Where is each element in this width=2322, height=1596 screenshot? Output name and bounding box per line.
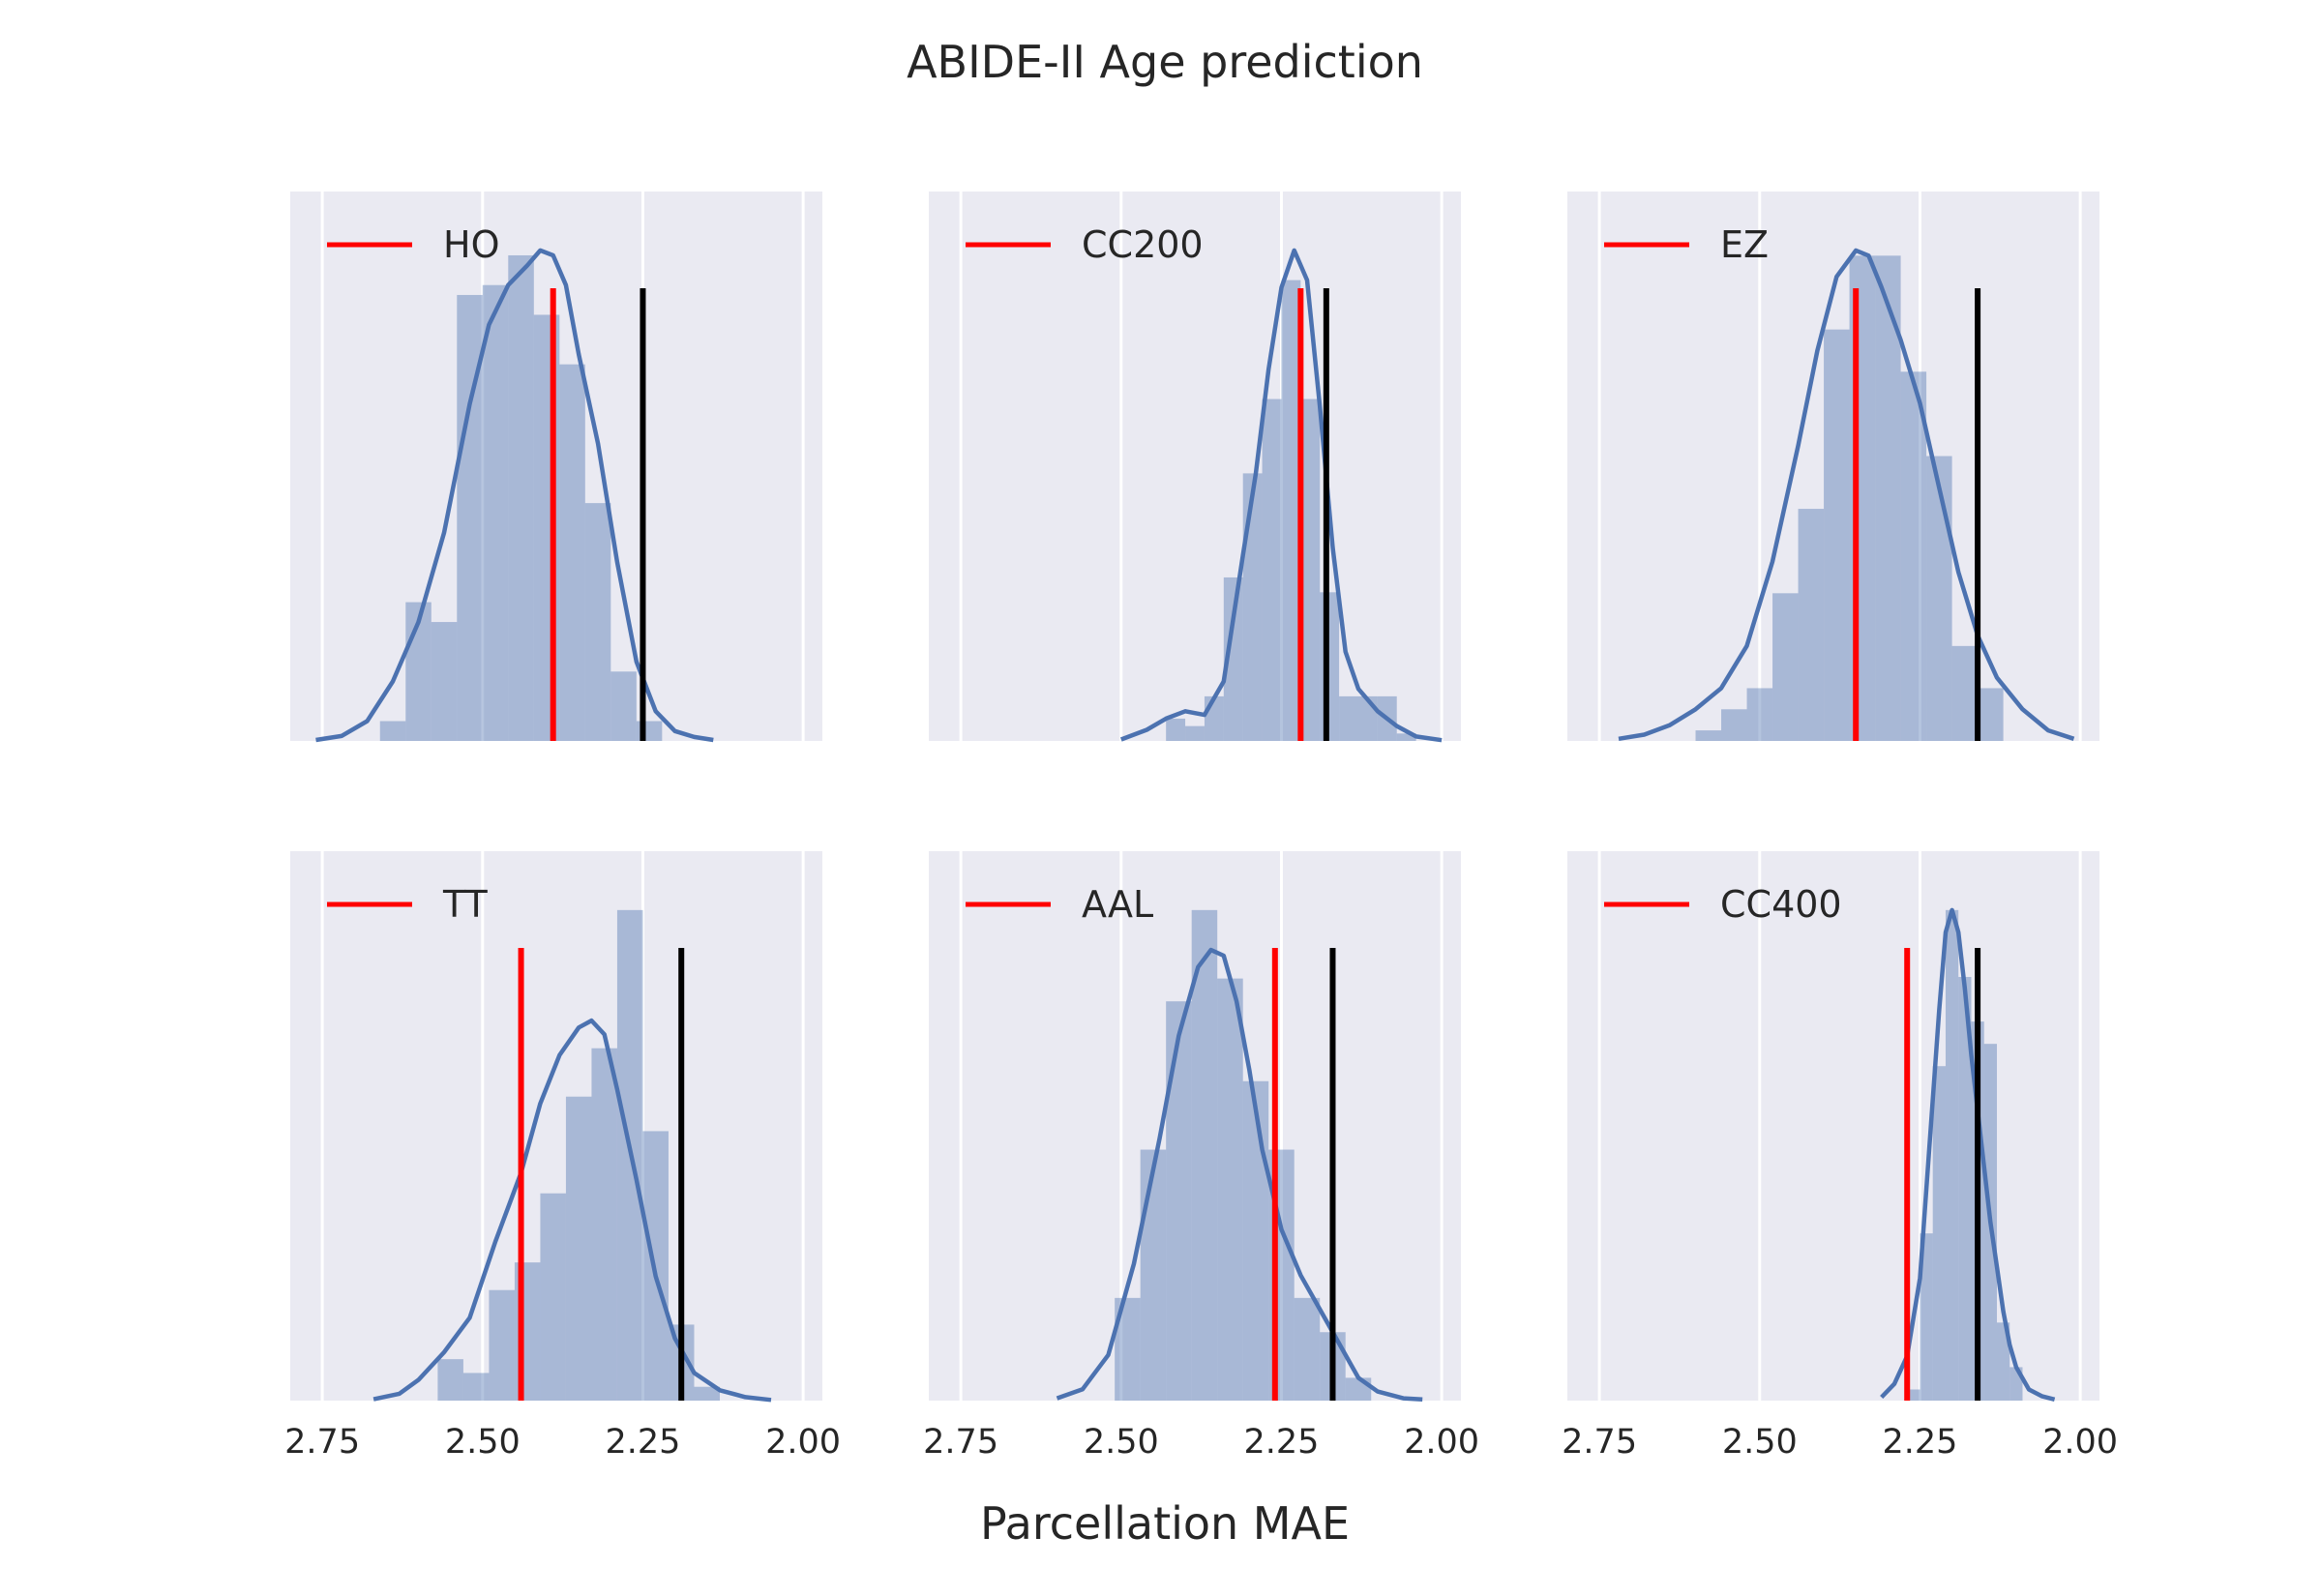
hist-bar: [1191, 909, 1218, 1401]
hist-bar: [1920, 1233, 1933, 1401]
plot-background: [929, 192, 1461, 741]
hist-bar: [1262, 399, 1282, 741]
hist-bar: [1242, 473, 1263, 741]
hist-bar: [584, 503, 611, 741]
hist-bar: [1166, 1001, 1192, 1401]
hist-bar: [1242, 1080, 1269, 1401]
x-tick-label: 2.50: [445, 1423, 521, 1462]
x-tick-label: 2.50: [1084, 1423, 1159, 1462]
hist-bar: [1926, 456, 1952, 741]
hist-bar: [1217, 978, 1243, 1401]
panel-cc400: 2.75 2.50 2.25 2.00 CC400: [1562, 851, 2118, 1462]
hist-bar: [1746, 688, 1773, 741]
hist-bar: [1900, 371, 1927, 741]
hist-bar: [1294, 1297, 1321, 1401]
hist-bar: [1345, 1377, 1372, 1401]
chart-title: ABIDE-II Age prediction: [907, 36, 1423, 88]
hist-bar: [379, 721, 406, 741]
hist-bar: [489, 1289, 515, 1401]
hist-bar: [694, 1386, 720, 1401]
plot-background: [1567, 851, 2099, 1401]
hist-bar: [591, 1048, 617, 1401]
hist-bar: [1695, 730, 1722, 741]
hist-bar: [1875, 255, 1901, 741]
kde-curve: [1880, 907, 2056, 1402]
hist-bar: [1320, 592, 1340, 741]
kde-curve: [1618, 248, 2075, 742]
hist-bar: [565, 1096, 592, 1401]
x-axis-label: Parcellation MAE: [980, 1497, 1350, 1550]
hist-bar: [482, 284, 509, 741]
x-tick-label: 2.00: [765, 1423, 841, 1462]
hist-bar: [1721, 709, 1747, 741]
hist-bar: [540, 1193, 566, 1401]
plot-background: [929, 851, 1461, 1401]
x-tick-label: 2.25: [1882, 1423, 1957, 1462]
panel-tt: 2.75 2.50 2.25 2.00 TT: [284, 851, 841, 1462]
hist-bar: [1300, 399, 1321, 741]
hist-bar: [1978, 688, 2004, 741]
hist-bar: [1140, 1149, 1167, 1401]
kde-curve: [372, 1018, 772, 1403]
panel-ez: EZ: [1567, 192, 2099, 742]
hist-bar: [508, 254, 534, 741]
hist-bar: [1958, 977, 1972, 1401]
hist-bar: [1772, 593, 1799, 741]
plot-background: [290, 192, 822, 741]
legend-label: CC200: [1082, 223, 1204, 266]
legend-label: CC400: [1720, 883, 1842, 926]
x-tick-label: 2.25: [1243, 1423, 1319, 1462]
hist-bar: [1223, 576, 1243, 741]
kde-curve: [1120, 248, 1443, 743]
x-tick-label: 2.00: [1404, 1423, 1479, 1462]
panel-ho: HO: [290, 192, 822, 743]
kde-curve: [1056, 947, 1423, 1403]
legend-label: HO: [443, 223, 499, 266]
plot-background: [290, 851, 822, 1401]
hist-bar: [610, 671, 637, 741]
hist-bar: [1798, 509, 1825, 741]
hist-bar: [1204, 695, 1224, 741]
legend-label: EZ: [1720, 223, 1769, 266]
hist-bar: [1824, 329, 1850, 741]
hist-bar: [437, 1359, 463, 1401]
kde-curve: [315, 248, 714, 743]
legend-label: TT: [442, 883, 489, 926]
hist-bar: [1185, 725, 1205, 741]
hist-bar: [1996, 1322, 2010, 1401]
x-tick-label: 2.25: [605, 1423, 680, 1462]
hist-bar: [1951, 645, 1979, 741]
hist-bar: [462, 1373, 490, 1401]
x-tick-label: 2.50: [1722, 1423, 1798, 1462]
x-tick-label: 2.75: [923, 1423, 998, 1462]
hist-bar: [431, 622, 458, 741]
x-tick-label: 2.00: [2042, 1423, 2118, 1462]
hist-bar: [1281, 280, 1301, 741]
hist-bar: [1945, 909, 1959, 1401]
panel-aal: 2.75 2.50 2.25 2.00 AAL: [923, 851, 1479, 1462]
hist-bar: [1339, 695, 1358, 741]
legend-label: AAL: [1082, 883, 1153, 926]
x-tick-label: 2.75: [284, 1423, 360, 1462]
hist-bar: [1396, 733, 1416, 741]
hist-bar: [1166, 718, 1186, 741]
hist-bar: [1907, 1389, 1920, 1401]
hist-bar: [559, 364, 585, 741]
x-tick-label: 2.75: [1562, 1423, 1637, 1462]
hist-bar: [1932, 1066, 1946, 1401]
panel-cc200: CC200: [929, 192, 1461, 743]
